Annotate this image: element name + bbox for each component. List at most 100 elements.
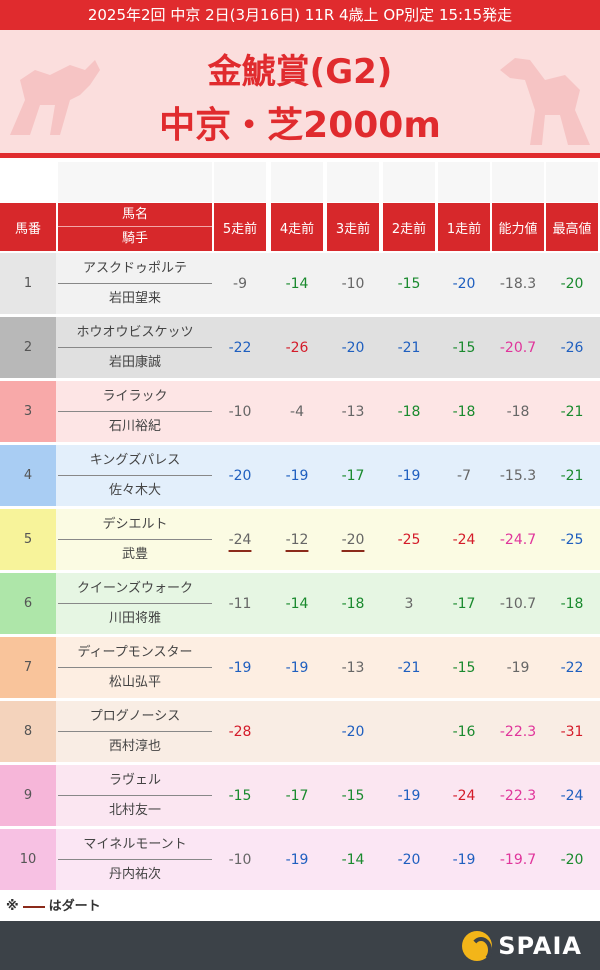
jockey-name: 西村淳也 bbox=[108, 738, 161, 754]
spaia-logo: SPAIA bbox=[462, 931, 582, 963]
score-r5: -22 bbox=[228, 339, 252, 356]
horse-number: 4 bbox=[0, 445, 56, 506]
jockey-name: 北村友一 bbox=[108, 802, 161, 818]
header-r5: 5走前 bbox=[214, 203, 266, 251]
score-r2: -18 bbox=[397, 403, 421, 420]
score-r5: -24 bbox=[228, 531, 252, 548]
header-max: 最高値 bbox=[546, 203, 598, 251]
score-r1: -16 bbox=[452, 723, 476, 740]
score-r1: -18 bbox=[452, 403, 476, 420]
horse-jockey-cell: アスクドゥポルテ 岩田望来 bbox=[58, 253, 212, 314]
footer-bar: SPAIA bbox=[0, 921, 600, 970]
horse-number: 5 bbox=[0, 509, 56, 570]
score-max: -18 bbox=[560, 595, 584, 612]
score-r1: -17 bbox=[452, 595, 476, 612]
score-r1: -15 bbox=[452, 659, 476, 676]
score-r5: -11 bbox=[228, 595, 252, 612]
score-r1: -7 bbox=[457, 467, 471, 484]
score-r3: -15 bbox=[341, 787, 365, 804]
score-r4: -19 bbox=[285, 659, 309, 676]
score-r5: -20 bbox=[228, 467, 252, 484]
table-row: 7 ディープモンスター 松山弘平 -19 -19 -13 -21 -15 -19 -22 bbox=[0, 637, 600, 698]
score-r3: -20 bbox=[341, 723, 365, 740]
spaia-logo-icon bbox=[462, 931, 493, 963]
score-r3: -20 bbox=[341, 339, 365, 356]
horse-jockey-cell: プログノーシス 西村淳也 bbox=[58, 701, 212, 762]
table-row: 10 マイネルモーント 丹内祐次 -10 -19 -14 -20 -19 -19.7 -20 bbox=[0, 829, 600, 890]
table-row: 9 ラヴェル 北村友一 -15 -17 -15 -19 -24 -22.3 -24 bbox=[0, 765, 600, 826]
horse-jockey-cell: デシエルト 武豊 bbox=[58, 509, 212, 570]
race-info-bar: 2025年2回 中京 2日(3月16日) 11R 4歳上 OP別定 15:15発… bbox=[0, 0, 600, 30]
score-max: -24 bbox=[560, 787, 584, 804]
horse-number: 10 bbox=[0, 829, 56, 890]
horse-name: ラヴェル bbox=[58, 766, 212, 796]
horse-jockey-cell: ホウオウビスケッツ岩田康誠 bbox=[58, 317, 212, 378]
jockey-name: 松山弘平 bbox=[108, 674, 161, 690]
score-r4: -14 bbox=[285, 275, 309, 292]
score-r4: -4 bbox=[290, 403, 304, 420]
jockey-name: 丹内祐次 bbox=[108, 866, 161, 882]
horse-number: 8 bbox=[0, 701, 56, 762]
horse-jockey-cell: マイネルモーント 丹内祐次 bbox=[58, 829, 212, 890]
horse-name: キングズパレス bbox=[58, 446, 212, 476]
horse-number: 1 bbox=[0, 253, 56, 314]
horse-name: ホウオウビスケッツ bbox=[58, 318, 212, 348]
score-ability: -22.3 bbox=[499, 723, 537, 740]
score-r3: -14 bbox=[341, 851, 365, 868]
jockey-name: 石川裕紀 bbox=[108, 418, 161, 434]
score-r1: -24 bbox=[452, 787, 476, 804]
score-r5: -10 bbox=[228, 403, 252, 420]
score-r2: -25 bbox=[397, 531, 421, 548]
horse-number: 6 bbox=[0, 573, 56, 634]
header-jockey: 騎手 bbox=[121, 231, 148, 246]
score-r4: -17 bbox=[285, 787, 309, 804]
table-row: 4 キングズパレス 佐々木大 -20 -19 -17 -19 -7 -15.3 -21 bbox=[0, 445, 600, 506]
table-row: 6 クイーンズウォーク 川田将雅 -11 -14 -18 3 -17 -10.7 -18 bbox=[0, 573, 600, 634]
score-r2: -15 bbox=[397, 275, 421, 292]
race-info-text: 2025年2回 中京 2日(3月16日) 11R 4歳上 OP別定 15:15発… bbox=[87, 6, 513, 24]
score-max: -20 bbox=[560, 851, 584, 868]
score-max: -20 bbox=[560, 275, 584, 292]
score-r3: -17 bbox=[341, 467, 365, 484]
header-r3: 3走前 bbox=[327, 203, 379, 251]
score-ability: -18.3 bbox=[499, 275, 537, 292]
score-ability: -19 bbox=[506, 659, 530, 676]
horse-number: 7 bbox=[0, 637, 56, 698]
horse-jockey-cell: ディープモンスター松山弘平 bbox=[58, 637, 212, 698]
score-r4 bbox=[271, 701, 323, 762]
jockey-name: 岩田康誠 bbox=[108, 354, 161, 370]
race-name: 金鯱賞(G2) bbox=[207, 52, 393, 92]
header-horse-jockey: 馬名 騎手 bbox=[58, 203, 212, 251]
horse-jockey-cell: ライラック 石川裕紀 bbox=[58, 381, 212, 442]
table-row: 5 デシエルト 武豊 -24 -12 -20 -25 -24 -24.7 -25 bbox=[0, 509, 600, 570]
dirt-marker-icon bbox=[22, 905, 45, 908]
score-r5: -15 bbox=[228, 787, 252, 804]
horse-name: デシエルト bbox=[58, 510, 212, 540]
score-ability: -22.3 bbox=[499, 787, 537, 804]
table-row: 3 ライラック 石川裕紀 -10 -4 -13 -18 -18 -18 -21 bbox=[0, 381, 600, 442]
horse-name: ディープモンスター bbox=[58, 638, 212, 668]
score-ability: -19.7 bbox=[499, 851, 537, 868]
score-r2: -20 bbox=[397, 851, 421, 868]
horse-silhouette-right-icon bbox=[500, 58, 590, 145]
course: 中京・芝2000m bbox=[159, 105, 441, 146]
header-r2: 2走前 bbox=[383, 203, 435, 251]
score-r1: -15 bbox=[452, 339, 476, 356]
score-r2 bbox=[383, 701, 435, 762]
score-ability: -20.7 bbox=[499, 339, 537, 356]
score-r5: -10 bbox=[228, 851, 252, 868]
score-r5: -9 bbox=[233, 275, 247, 292]
title-underline bbox=[0, 153, 600, 158]
horse-jockey-cell: キングズパレス佐々木大 bbox=[58, 445, 212, 506]
score-r4: -26 bbox=[285, 339, 309, 356]
score-r3: -18 bbox=[341, 595, 365, 612]
table-row: 1 アスクドゥポルテ 岩田望来 -9 -14 -10 -15 -20 -18.3 -20 bbox=[0, 253, 600, 314]
score-r1: -24 bbox=[452, 531, 476, 548]
score-r4: -19 bbox=[285, 467, 309, 484]
score-r3: -13 bbox=[341, 403, 365, 420]
header-number: 馬番 bbox=[0, 203, 56, 251]
jockey-name: 武豊 bbox=[121, 546, 148, 562]
jockey-name: 佐々木大 bbox=[108, 482, 161, 498]
score-max: -26 bbox=[560, 339, 584, 356]
score-r4: -19 bbox=[285, 851, 309, 868]
